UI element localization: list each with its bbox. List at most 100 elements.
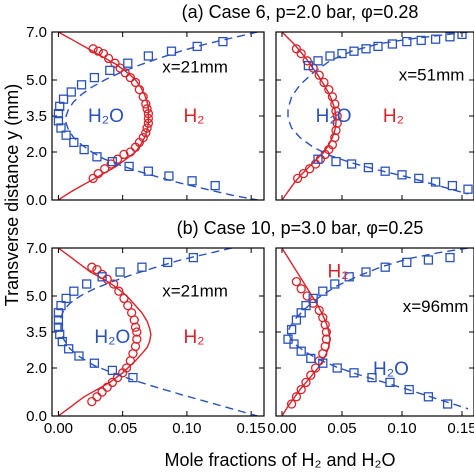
position-annotation: x=51mm — [399, 66, 465, 85]
x-tick-label: 0.15 — [237, 420, 266, 437]
h2-point — [310, 363, 321, 373]
h2-point — [314, 70, 324, 80]
h2o-point — [404, 384, 414, 395]
h2o-point — [143, 166, 154, 176]
h2o-point — [162, 257, 173, 268]
h2-point — [114, 286, 124, 296]
h2o-point — [416, 35, 426, 46]
h2o-point — [303, 60, 314, 71]
h2o-point — [414, 173, 424, 184]
h2-point — [319, 77, 329, 88]
x-tick-label: 0.00 — [44, 420, 73, 437]
h2-point — [314, 305, 324, 316]
h2-point — [141, 128, 151, 138]
h2o-point — [53, 322, 64, 332]
h2-point — [120, 68, 130, 78]
h2o-model-line — [65, 32, 258, 200]
h2-point — [291, 44, 302, 54]
h2o-point — [291, 315, 302, 325]
h2o-point — [457, 32, 467, 40]
y-axis-label: Transverse distance y (mm) — [2, 84, 22, 306]
h2-point — [110, 58, 120, 68]
h2o-point — [105, 65, 115, 76]
h2-point — [291, 392, 302, 402]
position-annotation: x=21mm — [162, 57, 228, 76]
h2-point — [286, 399, 297, 409]
h2o-model-line — [287, 32, 469, 195]
position-annotation: x=96mm — [403, 297, 469, 316]
h2-point — [296, 48, 306, 59]
h2-label: H₂ — [327, 262, 348, 283]
h2o-point — [166, 46, 177, 56]
h2o-point — [373, 41, 383, 52]
h2-point — [291, 276, 302, 287]
h2-point — [87, 396, 97, 407]
h2o-point — [187, 176, 197, 186]
h2-point — [115, 63, 125, 73]
h2-label: H₂ — [183, 327, 204, 348]
h2o-point — [380, 262, 390, 272]
h2-point — [112, 154, 123, 164]
h2o-point — [363, 162, 374, 173]
plot-area — [281, 248, 469, 416]
h2o-point — [331, 156, 341, 167]
h2o-point — [463, 184, 473, 194]
h2o-point — [128, 372, 138, 383]
h2-point — [301, 377, 311, 388]
h2-label: H₂ — [183, 106, 204, 127]
h2o-point — [143, 51, 154, 61]
h2-point — [296, 384, 306, 395]
h2-point — [109, 279, 119, 289]
h2-point — [304, 164, 315, 174]
h2o-point — [313, 154, 323, 164]
h2o-point — [61, 293, 71, 304]
h2o-point — [92, 152, 102, 162]
y-tick-label: 0.0 — [26, 192, 47, 209]
h2-point — [332, 118, 342, 128]
y-tick-label: 2.0 — [26, 144, 47, 161]
h2-model-line — [281, 248, 331, 416]
h2o-point — [55, 101, 65, 112]
x-tick-label: 0.00 — [267, 420, 296, 437]
h2o-point — [123, 58, 133, 68]
h2-point — [123, 300, 133, 311]
h2o-point — [423, 255, 434, 265]
y-tick-label: 3.5 — [26, 324, 47, 341]
h2o-point — [332, 363, 342, 373]
h2o-point — [57, 336, 67, 347]
h2o-point — [69, 286, 79, 296]
h2o-label: H₂O — [94, 327, 130, 348]
h2o-point — [107, 156, 118, 167]
h2o-model-line — [287, 248, 469, 410]
h2-point — [321, 327, 332, 337]
h2o-point — [325, 51, 335, 61]
h2o-point — [61, 130, 71, 140]
h2o-point — [82, 279, 92, 289]
row-title-a: (a) Case 6, p=2.0 bar, φ=0.28 — [182, 2, 419, 22]
h2-point — [332, 111, 342, 121]
h2-point — [298, 168, 309, 179]
h2o-point — [97, 272, 107, 282]
panel-frame — [275, 247, 474, 417]
h2o-point — [361, 267, 371, 277]
h2-model-line — [58, 32, 150, 200]
h2-point — [112, 372, 123, 383]
panel-1: 0.0 2.0 3.5 5.0 7.0 x=21mm H₂O H₂ — [26, 24, 265, 209]
h2o-point — [79, 144, 89, 155]
h2-point — [130, 322, 141, 332]
h2-point — [97, 387, 107, 397]
h2-point — [92, 392, 102, 402]
h2-point — [302, 56, 312, 66]
h2o-point — [430, 177, 441, 187]
h2-point — [92, 264, 102, 275]
y-tick-label: 0.0 — [26, 408, 47, 425]
h2o-point — [387, 39, 398, 49]
plot-area — [53, 32, 258, 200]
h2o-point — [192, 41, 202, 52]
h2o-point — [296, 346, 306, 356]
h2o-point — [53, 116, 64, 126]
h2-point — [306, 370, 316, 380]
h2-point — [119, 149, 129, 160]
